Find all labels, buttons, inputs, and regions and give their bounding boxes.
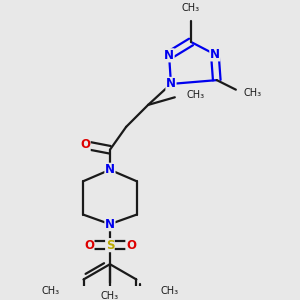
Text: O: O — [80, 139, 90, 152]
Text: CH₃: CH₃ — [41, 286, 60, 296]
Text: N: N — [105, 218, 115, 231]
Text: CH₃: CH₃ — [160, 286, 178, 296]
Text: CH₃: CH₃ — [182, 3, 200, 14]
Text: CH₃: CH₃ — [186, 90, 204, 100]
Text: CH₃: CH₃ — [244, 88, 262, 98]
Text: O: O — [84, 238, 94, 252]
Text: N: N — [164, 49, 174, 62]
Text: N: N — [166, 77, 176, 90]
Text: N: N — [105, 163, 115, 176]
Text: CH₃: CH₃ — [101, 291, 119, 300]
Text: O: O — [126, 238, 136, 252]
Text: N: N — [210, 48, 220, 61]
Text: S: S — [106, 238, 114, 252]
